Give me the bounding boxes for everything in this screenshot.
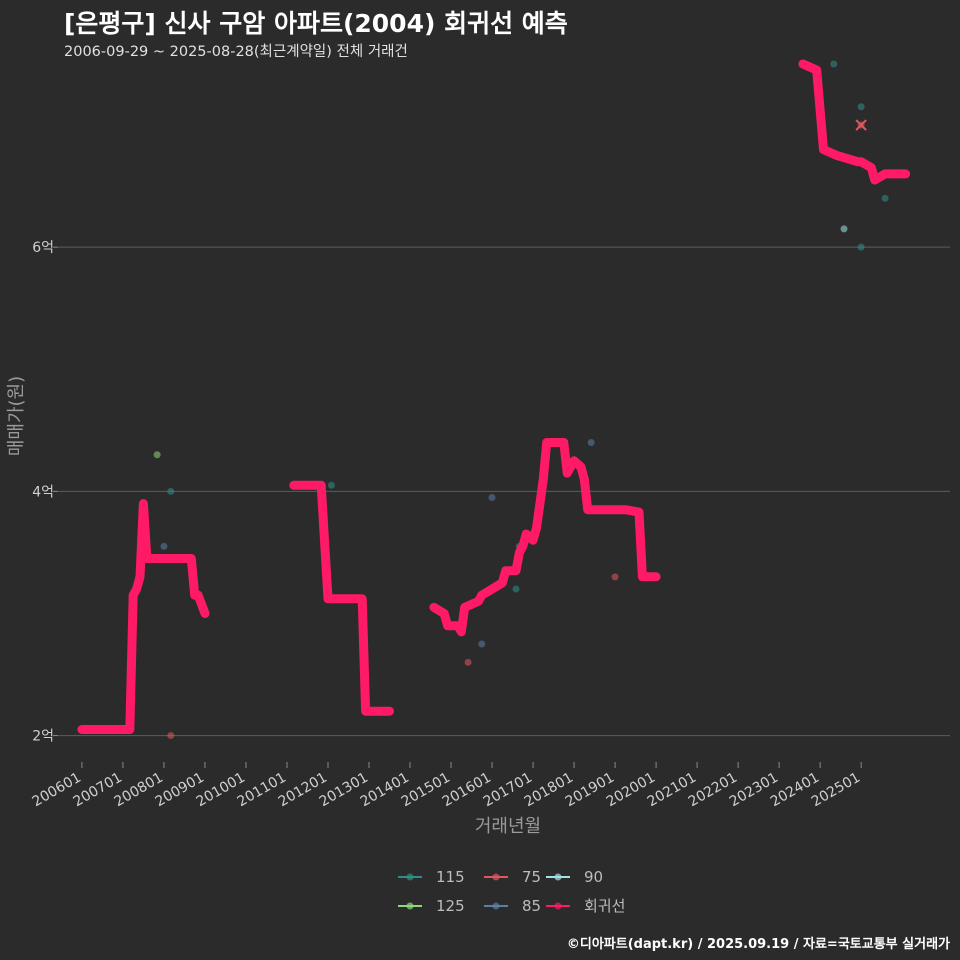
x-axis-ticks: 2006012007012008012009012010012011012012… <box>30 762 863 810</box>
legend-swatch-dot <box>406 873 414 881</box>
regression-line-segment <box>77 499 210 734</box>
legend-swatch-dot <box>492 902 500 910</box>
legend-label: 85 <box>522 897 541 915</box>
scatter-points <box>153 60 889 740</box>
y-tick-label: 6억 <box>32 240 54 256</box>
data-point-115 <box>881 194 889 202</box>
highlight-x-marker <box>855 119 867 131</box>
data-point-115 <box>857 243 865 251</box>
regression-line-segment <box>429 438 661 637</box>
data-point-115 <box>512 585 520 593</box>
data-point-75 <box>611 573 619 581</box>
data-point-115 <box>327 481 335 489</box>
legend-label: 90 <box>584 868 603 886</box>
grid-layer <box>58 246 950 737</box>
data-point-115 <box>857 103 865 111</box>
data-point-85 <box>587 439 595 447</box>
chart-title: [은평구] 신사 구암 아파트(2004) 회귀선 예측 <box>64 9 568 38</box>
data-point-85 <box>488 493 496 501</box>
legend-swatch-dot <box>554 902 562 910</box>
data-point-115 <box>830 60 838 68</box>
y-tick-label: 2억 <box>32 729 54 745</box>
x-axis-label: 거래년월 <box>475 816 541 837</box>
data-point-125 <box>153 451 161 459</box>
regression-line <box>77 59 911 734</box>
source-caption: ©디아파트(dapt.kr) / 2025.09.19 / 자료=국토교통부 실… <box>566 937 950 952</box>
highlight-markers <box>855 119 867 131</box>
legend-swatch-dot <box>492 873 500 881</box>
data-point-90 <box>840 225 848 233</box>
data-point-75 <box>464 658 472 666</box>
y-axis-ticks: 2억 4억 6억 <box>32 240 58 745</box>
legend-swatch-dot <box>406 902 414 910</box>
legend-swatch-dot <box>554 873 562 881</box>
legend: 115 75 90 125 85 회귀선 <box>398 868 625 915</box>
chart-subtitle: 2006-09-29 ~ 2025-08-28(최근계약일) 전체 거래건 <box>64 44 408 60</box>
legend-label: 125 <box>436 897 465 915</box>
legend-label: 75 <box>522 868 541 886</box>
legend-label: 회귀선 <box>584 897 625 915</box>
y-tick-label: 4억 <box>32 484 54 500</box>
data-point-85 <box>160 542 168 550</box>
legend-label: 115 <box>436 868 465 886</box>
regression-line-segment <box>798 59 911 185</box>
data-point-75 <box>167 732 175 740</box>
regression-line-segment <box>289 480 394 716</box>
data-point-85 <box>478 640 486 648</box>
data-point-115 <box>167 487 175 495</box>
y-axis-label: 매매가(원) <box>6 376 27 456</box>
